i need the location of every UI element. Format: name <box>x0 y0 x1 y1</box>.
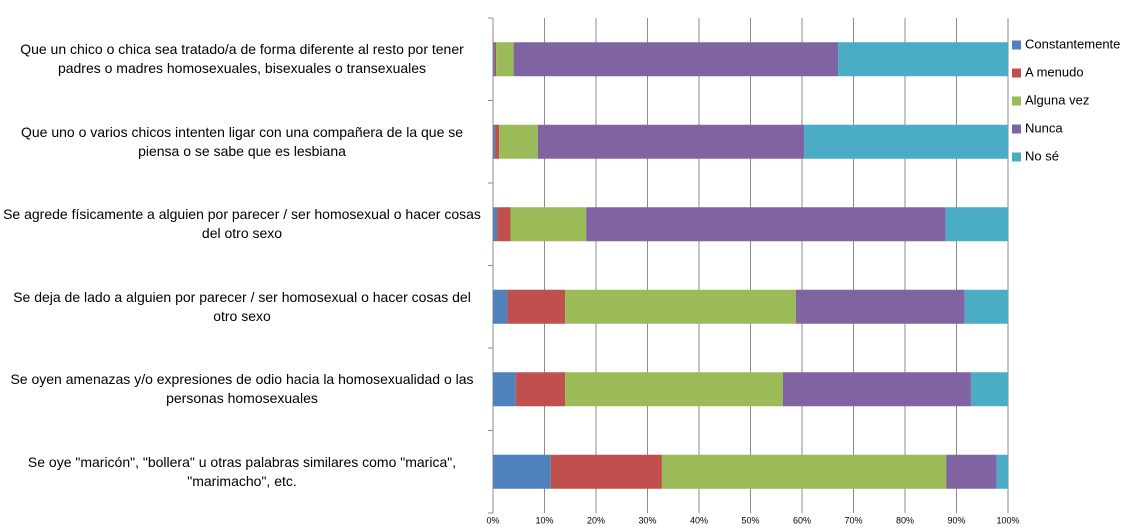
bar-segment <box>550 454 662 489</box>
legend-label: Alguna vez <box>1025 92 1089 107</box>
bar-segment <box>996 454 1008 489</box>
x-tick-label: 80% <box>896 515 914 525</box>
bar-segment <box>795 289 965 324</box>
category-label: Se agrede físicamente a alguien por pare… <box>3 206 481 242</box>
bar-segment <box>507 289 566 324</box>
x-tick-label: 70% <box>844 515 862 525</box>
legend-swatch <box>1012 152 1021 162</box>
legend-swatch <box>1012 124 1021 134</box>
category-label: Se deja de lado a alguien por parecer / … <box>13 288 471 324</box>
category-label: Que un chico o chica sea tratado/a de fo… <box>20 41 464 77</box>
legend-label: Constantemente <box>1025 36 1120 51</box>
x-tick-label: 40% <box>690 515 708 525</box>
bar-segment <box>493 289 508 324</box>
bar-segment <box>497 207 511 242</box>
legend-label: A menudo <box>1025 64 1084 79</box>
bar-segment <box>804 124 1008 159</box>
bar-segment <box>513 42 839 77</box>
bar-segment <box>493 207 498 242</box>
category-label: Que uno o varios chicos intenten ligar c… <box>20 123 464 159</box>
bar-segment <box>970 372 1008 407</box>
category-label: Se oye "maricón", "bollera" u otras pala… <box>27 453 457 489</box>
bar-segment <box>496 42 514 77</box>
legend-label: No sé <box>1025 148 1059 163</box>
x-tick-label: 60% <box>793 515 811 525</box>
bar-segment <box>499 124 538 159</box>
bar-segment <box>537 124 805 159</box>
bar-segment <box>493 454 551 489</box>
x-tick-label: 50% <box>741 515 759 525</box>
bar-segment <box>838 42 1008 77</box>
x-tick-label: 20% <box>587 515 605 525</box>
bar-segment <box>945 207 1008 242</box>
bar-segment <box>586 207 946 242</box>
legend-swatch <box>1012 40 1021 50</box>
bar-segment <box>661 454 947 489</box>
legend-label: Nunca <box>1025 120 1063 135</box>
bar-segment <box>964 289 1008 324</box>
bar-segment <box>495 124 500 159</box>
bar-segment <box>515 372 566 407</box>
x-tick-label: 90% <box>947 515 965 525</box>
bar-segment <box>493 372 516 407</box>
bar-segment <box>565 289 796 324</box>
x-tick-label: 30% <box>638 515 656 525</box>
legend-swatch <box>1012 68 1021 78</box>
bar-segment <box>565 372 783 407</box>
bar-segment <box>493 42 495 77</box>
bar-segment <box>510 207 587 242</box>
bar-segment <box>946 454 997 489</box>
category-label: Se oyen amenazas y/o expresiones de odio… <box>10 371 474 407</box>
x-tick-label: 10% <box>535 515 553 525</box>
bar-segment <box>493 124 496 159</box>
legend-swatch <box>1012 96 1021 106</box>
x-tick-label: 100% <box>996 515 1019 525</box>
bar-segment <box>494 42 497 77</box>
bar-segment <box>782 372 971 407</box>
x-tick-label: 0% <box>486 515 499 525</box>
